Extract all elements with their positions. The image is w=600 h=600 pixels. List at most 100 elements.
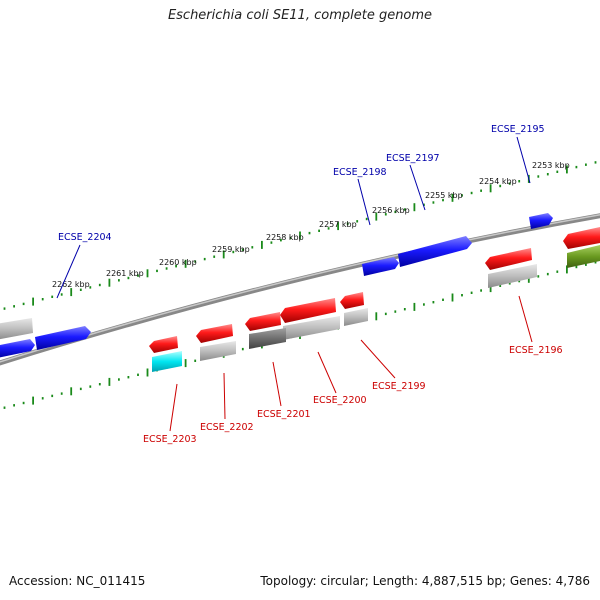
upper-scale-tick (222, 250, 225, 259)
gene-ecse-2198[interactable] (362, 257, 399, 276)
upper-scale-tick (394, 210, 397, 214)
lower-scale-tick (22, 401, 25, 405)
upper-scale-tick (146, 269, 149, 278)
lower-scale-tick (60, 392, 63, 395)
upper-scale-tick (470, 191, 473, 195)
lower-scale-tick (194, 359, 197, 362)
upper-scale-tick (337, 222, 339, 231)
upper-scale-tick (108, 278, 111, 287)
scale-label-2254: 2254 kbp (479, 177, 517, 186)
label-ecse-2203[interactable]: ECSE_2203 (143, 434, 197, 445)
lower-scale-tick (508, 282, 511, 285)
lower-scale-tick (394, 310, 397, 313)
upper-scale-tick (546, 173, 549, 176)
gene-ecse-2201[interactable] (245, 312, 281, 331)
accession-text: Accession: NC_011415 (9, 574, 146, 588)
upper-scale-tick (518, 180, 521, 183)
label-ecse-2198[interactable]: ECSE_2198 (333, 167, 387, 178)
lower-scale-tick (184, 359, 187, 368)
upper-scale-tick (403, 208, 406, 211)
label-ecse-2199[interactable]: ECSE_2199 (372, 381, 426, 392)
lower-scale-tick (470, 291, 473, 294)
feature-grey-2200[interactable] (283, 316, 340, 340)
upper-scale-tick (32, 297, 34, 306)
upper-scale-tick (51, 295, 54, 298)
lower-scale-tick (518, 279, 521, 283)
upper-scale-tick (365, 217, 368, 221)
lower-scale-tick (575, 265, 578, 269)
lower-scale-tick (442, 298, 444, 301)
upper-scale-tick (127, 276, 130, 280)
upper-scale-tick (566, 165, 568, 174)
upper-scale-tick (203, 257, 206, 261)
upper-scale-tick (118, 279, 120, 282)
lower-scale-tick (137, 373, 139, 376)
upper-scale-tick (13, 305, 15, 308)
scale-label-2257: 2257 kbp (319, 220, 357, 229)
upper-scale-tick (175, 265, 177, 268)
upper-scale-tick (41, 298, 44, 301)
gene-ecse-2196[interactable] (485, 248, 532, 270)
gene-ecse-2203[interactable] (149, 336, 178, 353)
feature-cyan-2203[interactable] (152, 351, 182, 372)
upper-scale-tick (499, 184, 502, 188)
label-ecse-2202[interactable]: ECSE_2202 (200, 422, 254, 433)
label-ecse-2195[interactable]: ECSE_2195 (491, 124, 545, 135)
upper-scale-tick (508, 182, 511, 185)
upper-scale-tick (22, 302, 25, 306)
feature-grey-2199[interactable] (344, 308, 368, 326)
upper-scale-tick (451, 193, 454, 202)
upper-scale-tick (270, 241, 273, 244)
gene-ecse-2194[interactable] (563, 227, 600, 249)
gene-ecse-2204[interactable] (35, 326, 91, 350)
feature-grey-left-edge[interactable] (0, 318, 33, 340)
label-ecse-2201[interactable]: ECSE_2201 (257, 409, 311, 420)
upper-scale-tick (70, 288, 73, 297)
forward-genes (0, 213, 553, 358)
lower-scale-tick (3, 406, 6, 409)
gene-ecse-2199[interactable] (340, 292, 364, 309)
reverse-genes (0, 227, 600, 372)
lower-scale-tick (546, 272, 549, 276)
lower-scale-tick (13, 404, 15, 407)
upper-scale-tick (480, 189, 482, 192)
label-ecse-2200[interactable]: ECSE_2200 (313, 395, 367, 406)
label-ecse-2204[interactable]: ECSE_2204 (58, 232, 112, 243)
upper-scale-tick (261, 240, 263, 249)
upper-scale-tick (442, 198, 444, 202)
gene-ecse-2197[interactable] (398, 236, 472, 267)
upper-scale-tick (423, 203, 425, 206)
gene-ecse-2202[interactable] (196, 324, 233, 343)
scale-labels: 2253 kbp 2254 kbp 2255 kbp 2256 kbp 2257… (52, 161, 570, 289)
feature-olive-2194[interactable] (567, 245, 600, 268)
scale-label-2256: 2256 kbp (372, 206, 410, 215)
label-ecse-2196[interactable]: ECSE_2196 (509, 345, 563, 356)
lower-scale-tick (461, 294, 463, 297)
lower-scale-tick (537, 275, 540, 278)
upper-scale-tick (89, 286, 92, 289)
lower-scale-tick (413, 302, 416, 311)
genome-summary-text: Topology: circular; Length: 4,887,515 bp… (260, 574, 590, 588)
upper-scale-tick (413, 203, 416, 212)
lower-scale-tick (432, 301, 435, 304)
feature-dark-2201[interactable] (249, 328, 286, 349)
upper-scale-tick (184, 259, 187, 268)
upper-scale-tick (432, 201, 435, 204)
label-ecse-2197[interactable]: ECSE_2197 (386, 153, 440, 164)
gene-ecse-2205[interactable] (0, 339, 35, 358)
upper-scale-tick (556, 170, 559, 173)
map-title: Escherichia coli SE11, complete genome (167, 8, 433, 23)
feature-grey-2196[interactable] (488, 264, 537, 288)
upper-scale-tick (299, 231, 301, 240)
upper-scale-tick (461, 194, 463, 197)
feature-grey-2202[interactable] (200, 341, 236, 361)
scale-label-2262: 2262 kbp (52, 280, 90, 289)
lower-scale-tick (79, 387, 82, 391)
upper-scale-tick (318, 229, 320, 232)
lower-scale-tick (451, 293, 454, 302)
upper-scale-tick (232, 250, 235, 254)
gene-ecse-2200[interactable] (280, 298, 336, 323)
gene-ecse-2195[interactable] (529, 213, 553, 229)
lower-scale-tick (375, 312, 378, 321)
